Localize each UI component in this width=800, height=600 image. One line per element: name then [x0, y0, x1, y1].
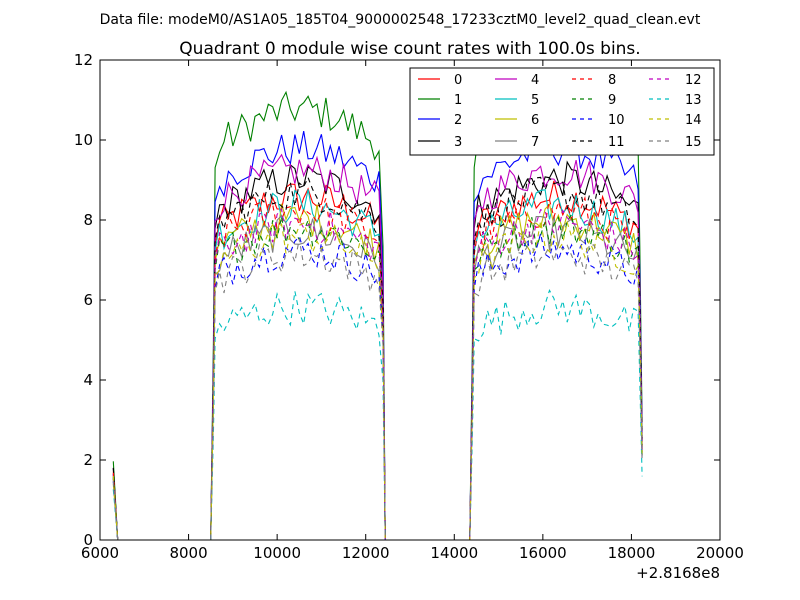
series-line-8 — [112, 195, 643, 541]
legend-label-8: 8 — [608, 73, 616, 88]
legend-label-0: 0 — [454, 73, 462, 88]
legend-label-12: 12 — [685, 73, 702, 88]
series-line-5 — [112, 189, 643, 541]
series-line-12 — [112, 207, 643, 541]
chart-title: Quadrant 0 module wise count rates with … — [179, 39, 640, 59]
x-offset-label: +2.8168e8 — [636, 564, 720, 582]
x-tick-label: 14000 — [430, 544, 478, 562]
legend-label-11: 11 — [608, 135, 625, 150]
legend-label-4: 4 — [531, 73, 539, 88]
x-tick-label: 8000 — [169, 544, 207, 562]
series-line-1 — [112, 90, 643, 541]
series-line-6 — [112, 203, 643, 541]
legend-label-1: 1 — [454, 93, 462, 108]
legend-label-14: 14 — [685, 113, 702, 128]
x-tick-label: 18000 — [608, 544, 656, 562]
series-line-9 — [112, 212, 643, 541]
legend-label-13: 13 — [685, 93, 702, 108]
x-tick-label: 10000 — [253, 544, 301, 562]
x-tick-label: 20000 — [696, 544, 744, 562]
legend-label-15: 15 — [685, 135, 702, 150]
series-line-15 — [112, 238, 643, 541]
axis-ticks: 6000 8000 10000 12000 14000 16000 18000 20000 0 2… — [74, 51, 744, 562]
series-line-14 — [112, 220, 643, 541]
series-line-7 — [112, 214, 643, 541]
y-tick-label: 12 — [74, 51, 93, 69]
plot-lines — [112, 90, 643, 541]
y-tick-label: 8 — [83, 211, 93, 229]
y-tick-label: 0 — [83, 531, 93, 549]
x-tick-label: 16000 — [519, 544, 567, 562]
x-tick-label: 12000 — [342, 544, 390, 562]
y-tick-label: 2 — [83, 451, 93, 469]
legend-label-6: 6 — [531, 113, 539, 128]
y-tick-label: 4 — [83, 371, 93, 389]
legend-label-3: 3 — [454, 135, 462, 150]
y-tick-label: 6 — [83, 291, 93, 309]
x-tick-label: 6000 — [81, 544, 119, 562]
legend-label-2: 2 — [454, 113, 462, 128]
chart-suptitle: Data file: modeM0/AS1A05_185T04_90000025… — [100, 12, 701, 28]
legend-label-7: 7 — [531, 135, 539, 150]
legend-label-10: 10 — [608, 113, 625, 128]
series-line-10 — [112, 233, 643, 541]
legend-label-9: 9 — [608, 93, 616, 108]
series-line-13 — [112, 289, 643, 541]
legend-box — [409, 67, 715, 156]
legend-label-5: 5 — [531, 93, 539, 108]
y-tick-label: 10 — [74, 131, 93, 149]
